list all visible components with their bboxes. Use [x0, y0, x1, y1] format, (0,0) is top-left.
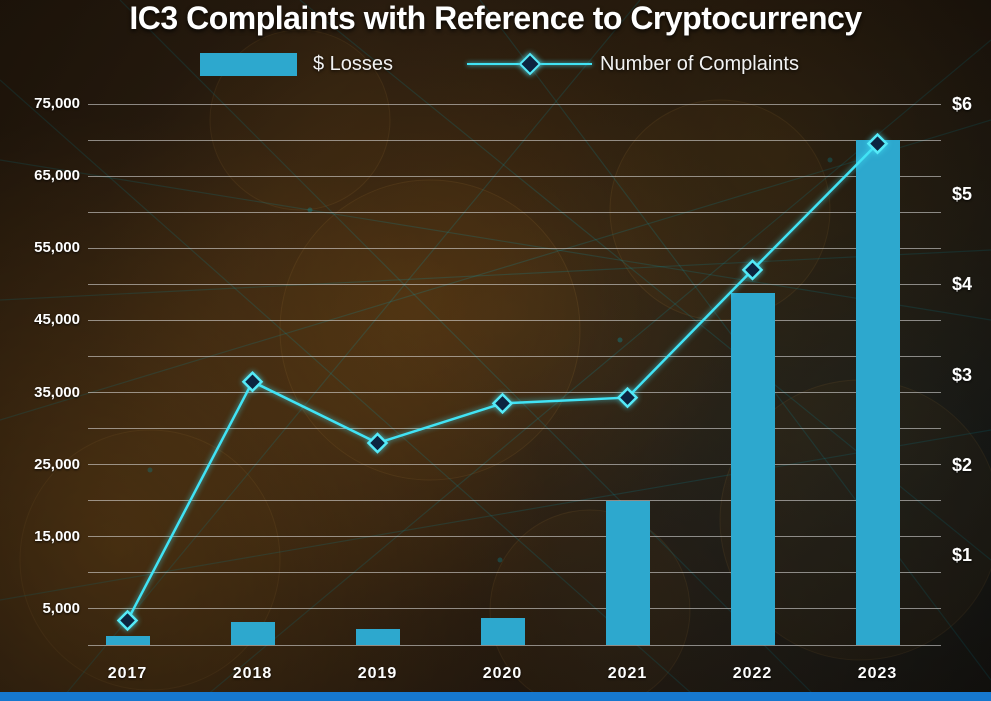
gridline — [88, 464, 941, 466]
gridline — [88, 175, 941, 177]
gridline — [88, 572, 941, 574]
right-axis-tick: $3 — [952, 364, 973, 385]
gridline — [88, 355, 941, 357]
gridline — [88, 319, 941, 321]
left-axis-tick: 45,000 — [34, 311, 80, 329]
bottom-accent-strip — [0, 692, 991, 701]
gridline — [88, 283, 941, 285]
x-axis-label-2017: 2017 — [107, 665, 148, 682]
gridline — [88, 392, 941, 394]
left-axis-tick: 55,000 — [34, 239, 80, 257]
gridline — [88, 247, 941, 249]
gridline — [88, 644, 941, 646]
x-axis-label-2022: 2022 — [732, 665, 773, 682]
x-axis-label-2020: 2020 — [482, 665, 523, 682]
legend-losses-label: $ Losses — [313, 53, 394, 75]
left-axis-tick: 75,000 — [34, 95, 80, 112]
gridline — [88, 139, 941, 141]
legend-bar-swatch — [200, 53, 297, 76]
gridline — [88, 608, 941, 610]
bar-2017 — [105, 635, 150, 645]
gridline — [88, 103, 941, 105]
gridline — [88, 211, 941, 213]
left-axis-tick: 65,000 — [34, 167, 80, 185]
left-axis-tick: 35,000 — [34, 383, 80, 401]
legend-line-swatch — [467, 52, 592, 76]
x-axis-label-2019: 2019 — [357, 665, 398, 682]
bar-2018 — [230, 622, 275, 645]
x-axis-label-2021: 2021 — [607, 665, 648, 682]
x-axis-label-2023: 2023 — [857, 665, 898, 682]
right-axis-tick: $4 — [952, 274, 973, 295]
gridline — [88, 500, 941, 502]
right-axis-tick: $5 — [952, 184, 973, 205]
left-axis-tick: 15,000 — [34, 527, 80, 545]
right-axis-tick: $1 — [952, 544, 973, 565]
left-axis-tick: 5,000 — [42, 599, 80, 617]
x-axis-label-2018: 2018 — [232, 665, 273, 682]
bar-2022 — [730, 293, 775, 645]
chart-title: IC3 Complaints with Reference to Cryptoc… — [129, 0, 862, 36]
left-axis-tick: 25,000 — [34, 455, 80, 473]
bar-2023 — [855, 140, 900, 645]
right-axis-tick: $2 — [952, 454, 973, 475]
legend: $ Losses Number of Complaints — [0, 50, 991, 80]
bar-2021 — [605, 500, 650, 645]
right-axis-tick: $6 — [952, 94, 973, 114]
gridline — [88, 428, 941, 430]
gridline — [88, 536, 941, 538]
bar-2019 — [355, 628, 400, 645]
bar-2020 — [480, 617, 525, 645]
legend-complaints-label: Number of Complaints — [600, 53, 799, 75]
legend-diamond-icon — [518, 52, 542, 76]
